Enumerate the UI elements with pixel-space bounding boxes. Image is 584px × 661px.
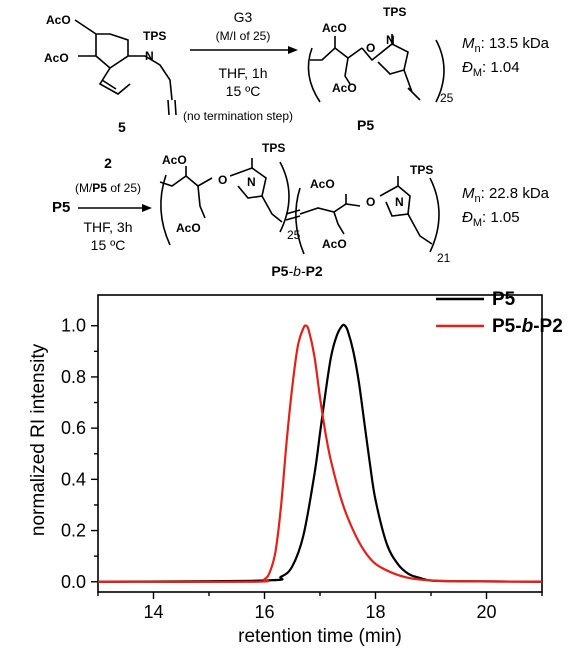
block2-tps: TPS (410, 163, 433, 177)
dispersity-subscript-2: M (473, 217, 482, 229)
polymer-repeat: 25 (440, 91, 454, 105)
monomer-5-structure: AcO AcO TPS N 5 (44, 13, 177, 135)
mn-subscript-2: n (475, 193, 481, 205)
product-label-c: P2 (306, 263, 323, 279)
polymer-tps: TPS (383, 5, 406, 19)
y-tick-label: 0.4 (61, 469, 86, 489)
conditions-solvent-1: THF, 1h (218, 65, 267, 81)
termination-note: (no termination step) (183, 109, 293, 123)
x-tick-label: 14 (143, 602, 163, 622)
x-tick-label: 18 (365, 602, 385, 622)
chart-series (97, 323, 543, 584)
dispersity-symbol-2: Đ (462, 209, 473, 226)
block2-repeat: 21 (437, 251, 451, 265)
y-tick-label: 0.6 (61, 418, 86, 438)
series-line-p5-b-p2 (97, 324, 543, 584)
block2-structure: AcO AcO TPS N O 21 (285, 163, 451, 265)
monomer-n: N (145, 49, 154, 63)
product-label-a: P5 (271, 263, 288, 279)
legend-label: P5-b-P2 (492, 316, 563, 337)
chart-axes (97, 294, 543, 593)
block1-aco-2: AcO (176, 221, 201, 235)
block1-n: N (247, 175, 256, 189)
properties-p5-b-p2: Mn: 22.8 kDa ĐM: 1.05 (462, 185, 550, 229)
ratio-open-2: (M/ (75, 181, 93, 195)
x-tick-label: 16 (254, 602, 274, 622)
gpc-chart: 14 16 18 20 0.0 0.2 0.4 0.6 0.8 1.0 P5 P5-b-P2 re… (28, 289, 563, 647)
reaction-row-2: P5 2 (M/P5 of 25) THF, 3h 15 ºC AcO AcO … (52, 141, 550, 279)
mn-symbol: M (462, 35, 475, 52)
monomer-aco-top: AcO (46, 13, 71, 27)
polymer-o: O (366, 41, 375, 55)
polymer-aco-2: AcO (332, 81, 357, 95)
ratio-label-1: (M/I of 25) (216, 29, 271, 43)
reaction-row-1: AcO AcO TPS N 5 G3 (M/I of 25) THF, 1h 1… (44, 5, 550, 135)
monomer-2-label: 2 (104, 155, 112, 171)
y-tick-label: 0.2 (61, 521, 86, 541)
monomer-tps: TPS (143, 29, 166, 43)
polymer-n: N (386, 33, 395, 47)
dispersity-line-2: ĐM: 1.05 (462, 209, 520, 229)
polymer-label: P5 (357, 117, 374, 133)
dispersity-line-1: ĐM: 1.04 (462, 59, 520, 79)
mn-value: : 13.5 kDa (481, 35, 550, 52)
y-tick-label: 1.0 (61, 316, 86, 336)
x-tick-label: 20 (476, 602, 496, 622)
block2-n: N (395, 195, 404, 209)
monomer-label: 5 (118, 119, 126, 135)
x-axis-ticks: 14 16 18 20 (97, 592, 543, 622)
ratio-close-2: of 25) (107, 181, 141, 195)
mn-value-2: : 22.8 kDa (481, 185, 550, 202)
block2-o: O (366, 195, 375, 209)
x-axis-label: retention time (min) (238, 626, 402, 647)
y-axis-label: normalized RI intensity (28, 343, 49, 536)
series-line-p5 (97, 323, 543, 583)
y-axis-ticks: 0.0 0.2 0.4 0.6 0.8 1.0 (61, 316, 98, 592)
conditions-solvent-2: THF, 3h (83, 219, 132, 235)
mn-line-2: Mn: 22.8 kDa (462, 185, 550, 205)
y-tick-label: 0.8 (61, 367, 86, 387)
dispersity-value-2: : 1.05 (482, 209, 520, 226)
reaction-arrow-1: G3 (M/I of 25) THF, 1h 15 ºC (no termina… (183, 9, 298, 123)
dispersity-subscript: M (473, 67, 482, 79)
block2-aco-2: AcO (322, 237, 347, 251)
mn-line-1: Mn: 13.5 kDa (462, 35, 550, 55)
product-label: P5-b-P2 (271, 263, 323, 279)
monomer-aco-left: AcO (44, 51, 69, 65)
plot-frame (97, 294, 543, 593)
block1-aco-1: AcO (162, 153, 187, 167)
catalyst-label: G3 (234, 9, 253, 25)
product-label-b: -b- (288, 263, 305, 279)
dispersity-symbol: Đ (462, 59, 473, 76)
chart-legend: P5 P5-b-P2 (436, 289, 563, 337)
properties-p5: Mn: 13.5 kDa ĐM: 1.04 (462, 35, 550, 79)
ratio-p5: P5 (92, 181, 107, 195)
reactant-p5: P5 (52, 199, 70, 216)
reaction-arrow-2: 2 (M/P5 of 25) THF, 3h 15 ºC (75, 155, 152, 253)
legend-label: P5 (492, 289, 516, 310)
block1-o: O (218, 173, 227, 187)
dispersity-value: : 1.04 (482, 59, 520, 76)
polymer-aco-1: AcO (322, 21, 347, 35)
y-tick-label: 0.0 (61, 572, 86, 592)
conditions-temp-1: 15 ºC (226, 83, 261, 99)
polymer-p5-structure: AcO AcO TPS N O 25 P5 (307, 5, 454, 133)
conditions-temp-2: 15 ºC (91, 237, 126, 253)
block1-structure: AcO AcO TPS N O 25 (159, 141, 301, 246)
block1-tps: TPS (262, 141, 285, 155)
block2-aco-1: AcO (310, 177, 335, 191)
ratio-label-2: (M/P5 of 25) (75, 181, 141, 195)
mn-symbol-2: M (462, 185, 475, 202)
mn-subscript: n (475, 43, 481, 55)
